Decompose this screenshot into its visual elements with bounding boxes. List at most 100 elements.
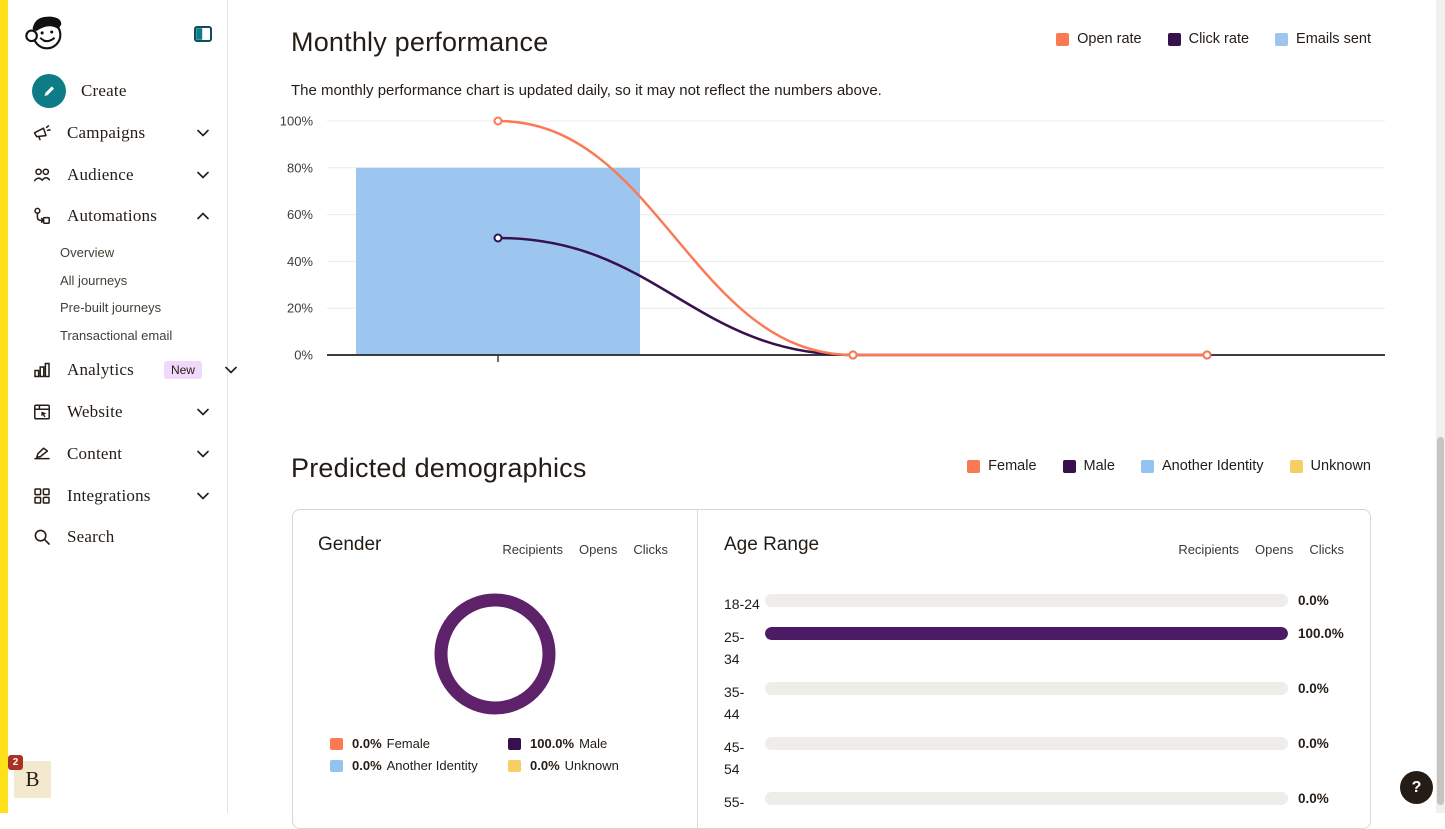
- age-bar-45-54: [765, 737, 1288, 750]
- legend-item-another-identity[interactable]: Another Identity: [1140, 458, 1264, 474]
- click-rate-swatch: [1167, 32, 1181, 46]
- browser-window-icon: [32, 402, 52, 422]
- predicted-demographics-title: Predicted demographics: [291, 453, 587, 483]
- age-bar-55: [765, 792, 1288, 805]
- sidebar-subitem-prebuilt-journeys[interactable]: Pre-built journeys: [60, 300, 162, 315]
- help-button[interactable]: ?: [1400, 771, 1433, 804]
- legend-item-unknown[interactable]: Unknown: [1289, 458, 1371, 474]
- sidebar-item-label: Integrations: [67, 486, 151, 505]
- megaphone-icon: [32, 123, 52, 143]
- svg-text:0%: 0%: [294, 348, 313, 363]
- legend-label: Female: [988, 458, 1037, 474]
- sidebar-item-audience[interactable]: Audience: [32, 163, 209, 187]
- sidebar-item-content[interactable]: Content: [32, 442, 209, 466]
- svg-text:20%: 20%: [287, 301, 313, 316]
- monthly-performance-title: Monthly performance: [291, 27, 549, 57]
- chevron-down-icon: [197, 129, 209, 137]
- male-swatch: [1062, 459, 1076, 473]
- chevron-down-icon: [197, 492, 209, 500]
- search-icon: [32, 527, 52, 547]
- sidebar: Create Campaigns Audience: [8, 0, 237, 813]
- svg-text:40%: 40%: [287, 254, 313, 269]
- age-row-label-35-44: 35- 44: [724, 684, 745, 722]
- legend-label: Male: [1083, 458, 1115, 474]
- age-range-card-title: Age Range: [724, 534, 820, 555]
- tab-clicks[interactable]: Clicks: [633, 542, 668, 557]
- gender-pct: 0.0%: [352, 758, 382, 773]
- automations-flow-icon: [32, 206, 52, 226]
- sidebar-subitem-all-journeys[interactable]: All journeys: [60, 273, 128, 288]
- demographics-card: [292, 509, 1371, 829]
- tab-recipients[interactable]: Recipients: [502, 542, 564, 557]
- age-bar-18-24: [765, 594, 1288, 607]
- account-avatar[interactable]: B: [14, 761, 51, 798]
- legend-item-open-rate[interactable]: Open rate: [1056, 31, 1142, 47]
- bar-chart-icon: [32, 360, 52, 380]
- svg-text:60%: 60%: [287, 207, 313, 222]
- legend-item-male[interactable]: Male: [1062, 458, 1115, 474]
- male-swatch: [508, 737, 521, 750]
- sidebar-item-create[interactable]: Create: [32, 74, 209, 108]
- svg-text:80%: 80%: [287, 160, 313, 175]
- age-value-45-54: 0.0%: [1298, 736, 1329, 751]
- sidebar-item-integrations[interactable]: Integrations: [32, 484, 209, 508]
- legend-label: Click rate: [1188, 31, 1250, 47]
- scrollbar-thumb[interactable]: [1437, 437, 1444, 805]
- click-rate-marker: [493, 233, 503, 243]
- demographics-legend: Female Male Another Identity Unknown: [967, 458, 1371, 474]
- another-identity-swatch: [330, 759, 343, 772]
- legend-item-click-rate[interactable]: Click rate: [1167, 31, 1250, 47]
- sidebar-collapse-icon[interactable]: [194, 26, 212, 42]
- gender-label: Unknown: [564, 758, 619, 773]
- sidebar-item-search[interactable]: Search: [32, 525, 209, 549]
- gender-card-title: Gender: [318, 534, 382, 555]
- tab-opens[interactable]: Opens: [579, 542, 618, 557]
- mailchimp-logo[interactable]: [22, 8, 68, 56]
- open-rate-marker: [1202, 350, 1212, 360]
- sidebar-item-label: Audience: [67, 165, 134, 184]
- tab-clicks[interactable]: Clicks: [1309, 542, 1344, 557]
- sidebar-item-label: Content: [67, 444, 123, 463]
- age-row-label-25-34: 25- 34: [724, 629, 745, 667]
- age-row-label-18-24: 18-24: [724, 596, 760, 612]
- chevron-down-icon: [197, 450, 209, 458]
- open-rate-swatch: [1056, 32, 1070, 46]
- chevron-down-icon: [225, 366, 237, 374]
- sidebar-subitem-transactional-email[interactable]: Transactional email: [60, 328, 173, 343]
- age-value-25-34: 100.0%: [1298, 626, 1344, 641]
- sidebar-item-label: Campaigns: [67, 123, 146, 142]
- sidebar-item-label: Website: [67, 402, 123, 421]
- age-range-tabs: Recipients Opens Clicks: [1178, 542, 1344, 557]
- brand-accent-strip: [0, 0, 8, 813]
- legend-label: Another Identity: [1161, 458, 1264, 474]
- gender-pct: 0.0%: [352, 736, 382, 751]
- scrollbar-track[interactable]: [1436, 0, 1445, 813]
- unknown-swatch: [508, 759, 521, 772]
- tab-recipients[interactable]: Recipients: [1178, 542, 1240, 557]
- emails-sent-swatch: [1275, 32, 1289, 46]
- tab-opens[interactable]: Opens: [1255, 542, 1294, 557]
- chevron-up-icon: [197, 212, 209, 220]
- chevron-down-icon: [197, 408, 209, 416]
- sidebar-item-website[interactable]: Website: [32, 400, 209, 424]
- open-rate-marker: [848, 350, 858, 360]
- chevron-down-icon: [197, 171, 209, 179]
- legend-label: Open rate: [1077, 31, 1142, 47]
- gender-pct: 100.0%: [530, 736, 575, 751]
- notification-badge[interactable]: 2: [8, 755, 23, 770]
- legend-label: Emails sent: [1296, 31, 1371, 47]
- monthly-performance-subtitle: The monthly performance chart is updated…: [291, 82, 882, 99]
- sidebar-item-campaigns[interactable]: Campaigns: [32, 121, 209, 145]
- female-swatch: [967, 459, 981, 473]
- sidebar-item-automations[interactable]: Automations: [32, 204, 209, 228]
- audience-people-icon: [32, 165, 52, 185]
- legend-item-female[interactable]: Female: [967, 458, 1037, 474]
- sidebar-subitem-overview[interactable]: Overview: [60, 245, 115, 260]
- age-row-label-45-54: 45- 54: [724, 739, 745, 777]
- gender-donut-legend: 0.0% Female 100.0% Male 0.0% Another Ide…: [330, 736, 619, 773]
- gender-legend-female: 0.0% Female: [330, 736, 508, 751]
- legend-item-emails-sent[interactable]: Emails sent: [1275, 31, 1371, 47]
- age-value-35-44: 0.0%: [1298, 681, 1329, 696]
- sidebar-item-label: Automations: [67, 206, 158, 225]
- sidebar-item-analytics[interactable]: Analytics New: [32, 358, 237, 382]
